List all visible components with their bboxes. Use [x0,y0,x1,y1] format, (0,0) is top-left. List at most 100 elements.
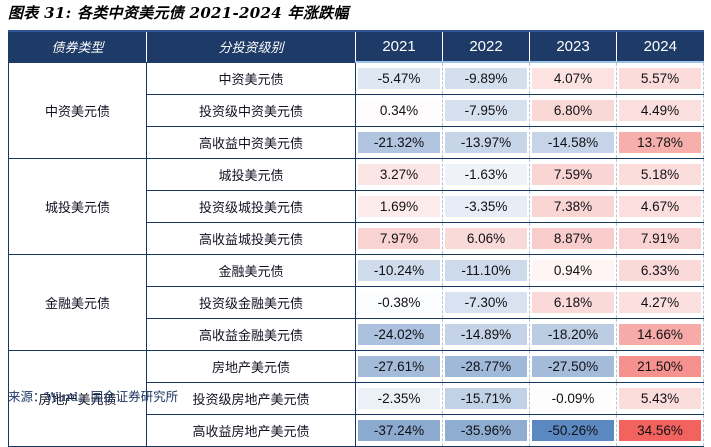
return-value-cell: -3.35% [442,190,530,223]
return-value-cell: -11.10% [442,254,530,287]
return-value-cell: -27.50% [529,350,617,383]
return-value-chip: 14.66% [619,324,701,345]
return-value-cell: 0.34% [355,94,443,127]
table-row: 金融美元债 金融美元债 -10.24% -11.10% 0.94% 6.33% [8,254,704,351]
rating-level-cell: 金融美元债 [146,254,356,287]
return-value-chip: -21.32% [358,132,440,153]
return-value-chip: -24.02% [358,324,440,345]
return-value-chip: 7.91% [619,228,701,249]
table-row: 中资美元债 中资美元债 -5.47% -9.89% 4.07% 5.57% [8,61,704,159]
return-value-chip: 0.94% [532,260,614,281]
return-value-cell: 6.06% [442,222,530,255]
return-value-chip: 5.43% [619,388,701,409]
return-value-cell: 5.43% [616,382,704,415]
return-value-cell: -0.38% [355,286,443,319]
header-bond-type: 债券类型 [8,30,147,63]
return-value-cell: 4.49% [616,94,704,127]
bond-type-cell: 中资美元债 [8,61,147,159]
header-year-2022: 2022 [442,30,530,63]
return-value-chip: 1.69% [358,196,440,217]
return-value-chip: 4.67% [619,196,701,217]
header-year-2024: 2024 [616,30,704,63]
return-value-cell: 3.27% [355,158,443,191]
return-value-cell: 6.80% [529,94,617,127]
source-note: 来源：Wind，国金证券研究所 [8,389,179,404]
header-year-2023: 2023 [529,30,617,63]
rating-level-cell: 房地产美元债 [146,350,356,383]
rating-level-cell: 高收益城投美元债 [146,222,356,255]
table-header-row: 债券类型 分投资级别 2021 2022 2023 2024 [8,30,704,63]
return-value-chip: -9.89% [445,68,527,89]
return-value-chip: -27.50% [532,356,614,377]
return-value-chip: 6.33% [619,260,701,281]
return-value-chip: 4.07% [532,68,614,89]
return-value-chip: 5.57% [619,68,701,89]
rating-level-cell: 投资级城投美元债 [146,190,356,223]
header-year-2021: 2021 [355,30,443,63]
return-value-chip: -35.96% [445,420,527,441]
return-value-chip: 7.38% [532,196,614,217]
return-value-chip: 6.18% [532,292,614,313]
return-value-cell: -9.89% [442,61,530,95]
return-value-chip: -27.61% [358,356,440,377]
return-value-cell: 13.78% [616,126,704,159]
rating-level-cell: 城投美元债 [146,158,356,191]
return-value-cell: -7.30% [442,286,530,319]
return-value-chip: 7.59% [532,164,614,185]
return-value-cell: 4.67% [616,190,704,223]
return-value-chip: 21.50% [619,356,701,377]
return-value-chip: -13.97% [445,132,527,153]
return-value-cell: 34.56% [616,414,704,447]
return-value-chip: -18.20% [532,324,614,345]
return-value-cell: 14.66% [616,318,704,351]
return-value-chip: -14.89% [445,324,527,345]
return-value-cell: -2.35% [355,382,443,415]
return-value-cell: 7.59% [529,158,617,191]
rating-level-cell: 高收益房地产美元债 [146,414,356,447]
return-value-cell: -27.61% [355,350,443,383]
rating-level-cell: 高收益金融美元债 [146,318,356,351]
return-value-chip: 4.27% [619,292,701,313]
return-value-chip: 3.27% [358,164,440,185]
return-value-cell: -37.24% [355,414,443,447]
return-value-cell: 1.69% [355,190,443,223]
return-value-chip: -2.35% [358,388,440,409]
table-row: 投资级城投美元债 1.69% -3.35% 7.38% 4.67% [9,190,704,223]
return-value-cell: -13.97% [442,126,530,159]
return-value-cell: 7.91% [616,222,704,255]
return-value-cell: 5.57% [616,61,704,95]
return-value-chip: -50.26% [532,420,614,441]
return-value-chip: 5.18% [619,164,701,185]
return-value-cell: 4.27% [616,286,704,319]
table-row: 高收益中资美元债 -21.32% -13.97% -14.58% 13.78% [9,126,704,159]
return-value-cell: -24.02% [355,318,443,351]
return-value-cell: -50.26% [529,414,617,447]
return-value-cell: -35.96% [442,414,530,447]
return-value-chip: -5.47% [358,68,440,89]
return-value-chip: 4.49% [619,100,701,121]
return-value-chip: -37.24% [358,420,440,441]
rating-level-cell: 中资美元债 [146,61,356,95]
header-rating-level: 分投资级别 [146,30,356,63]
return-value-cell: 8.87% [529,222,617,255]
rating-level-cell: 高收益中资美元债 [146,126,356,159]
return-value-cell: -7.95% [442,94,530,127]
table-row: 房地产美元债 房地产美元债 -27.61% -28.77% -27.50% 21.50% [8,350,704,447]
return-value-chip: -7.95% [445,100,527,121]
return-value-cell: -18.20% [529,318,617,351]
return-value-chip: -15.71% [445,388,527,409]
return-value-chip: -11.10% [445,260,527,281]
rating-level-cell: 投资级金融美元债 [146,286,356,319]
return-value-cell: 0.94% [529,254,617,287]
return-value-chip: 7.97% [358,228,440,249]
return-value-cell: -14.89% [442,318,530,351]
return-value-chip: 6.80% [532,100,614,121]
return-value-cell: 6.18% [529,286,617,319]
return-value-chip: 34.56% [619,420,701,441]
return-value-chip: -7.30% [445,292,527,313]
return-value-cell: 21.50% [616,350,704,383]
return-value-chip: 13.78% [619,132,701,153]
table-body: 中资美元债 中资美元债 -5.47% -9.89% 4.07% 5.57% 投资级中资美元债… [8,61,704,447]
return-value-cell: -1.63% [442,158,530,191]
return-value-chip: -0.38% [358,292,440,313]
